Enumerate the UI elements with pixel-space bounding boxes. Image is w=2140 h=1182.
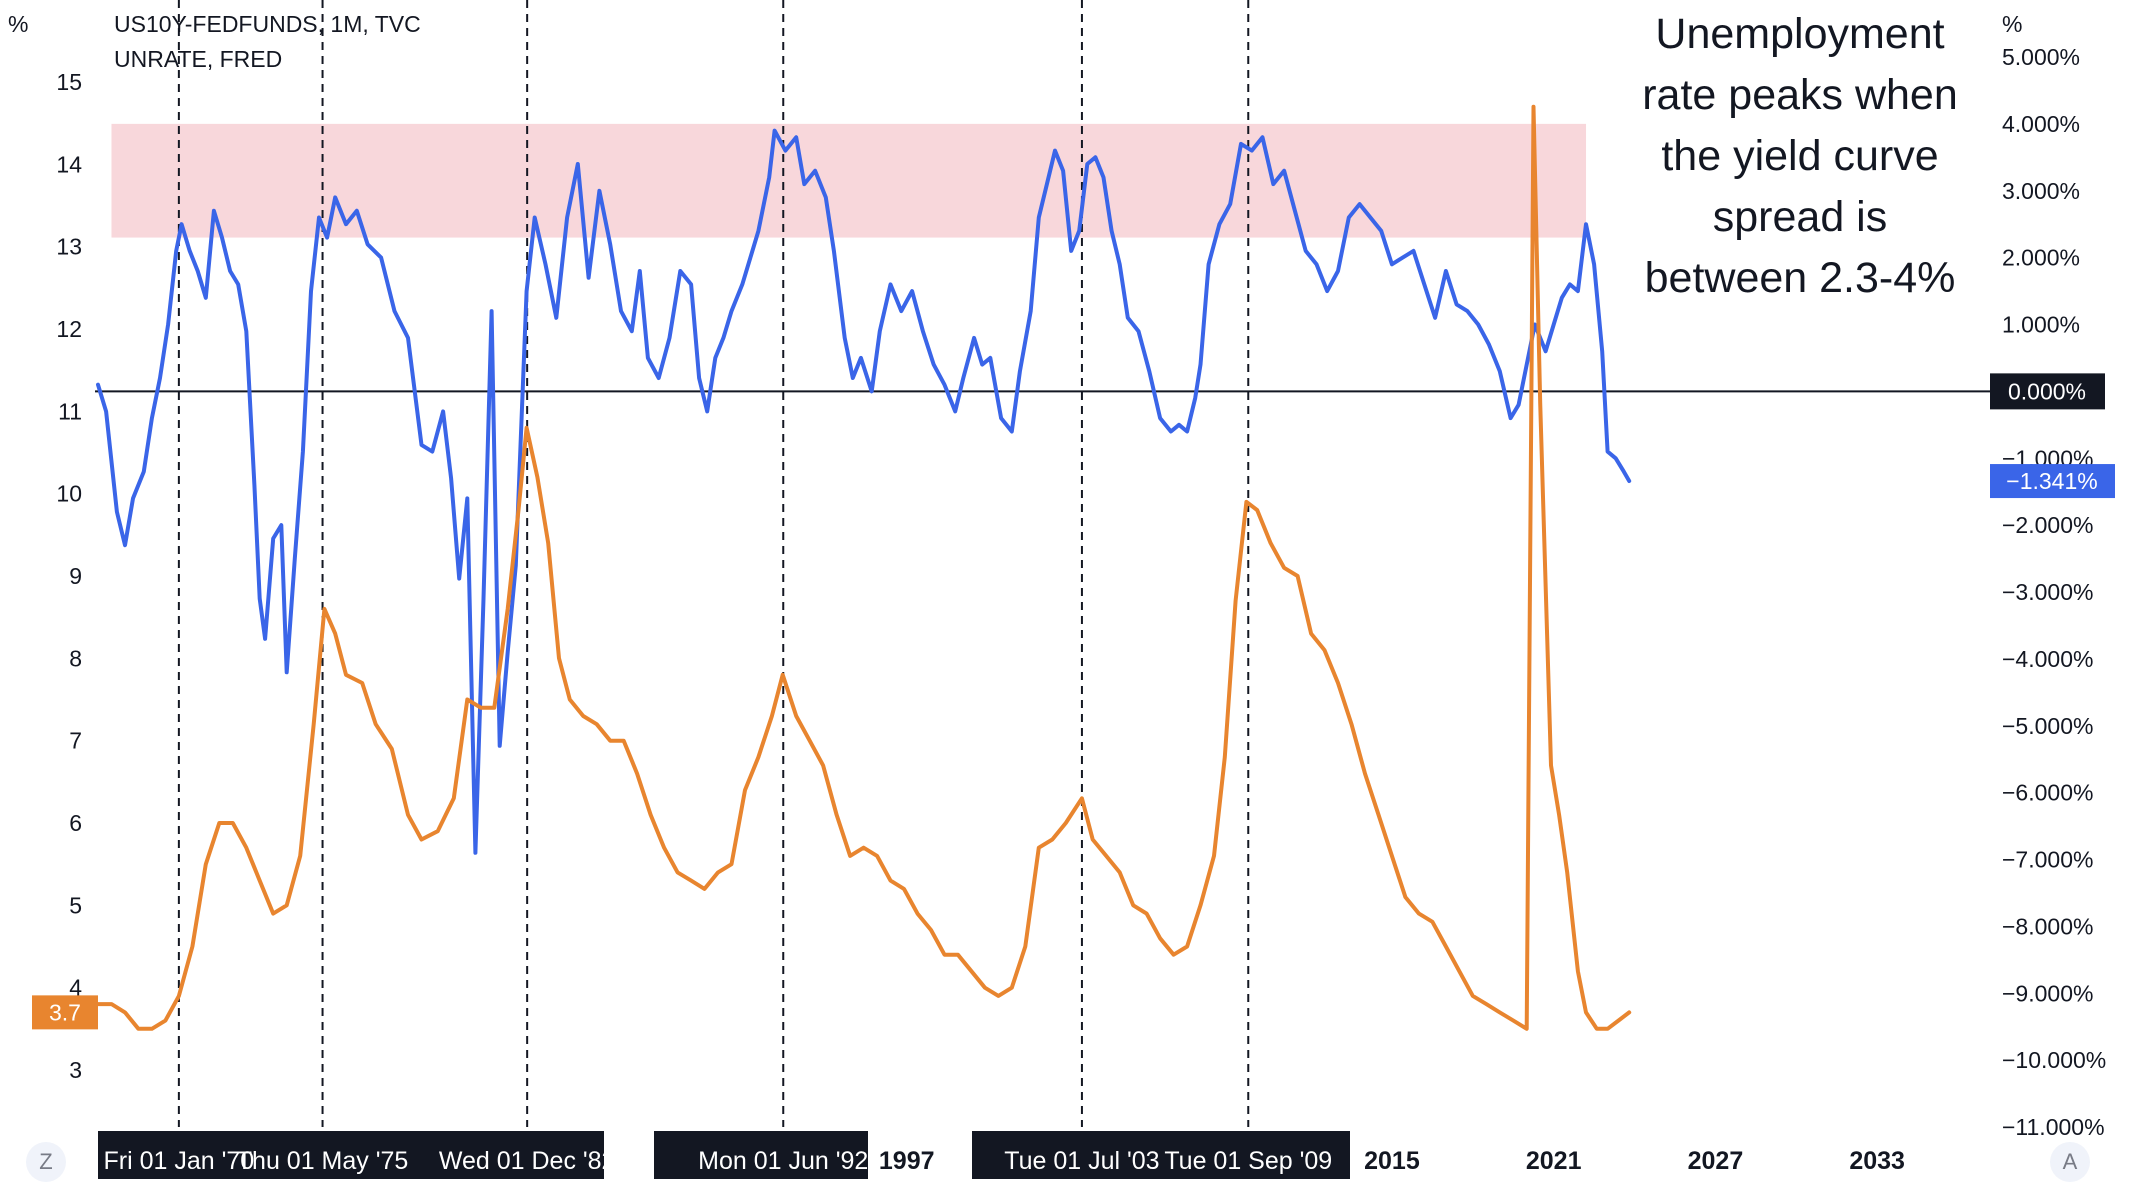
auto-button[interactable]: A	[2050, 1142, 2090, 1182]
right-axis-tick: 4.000%	[2002, 111, 2080, 137]
left-axis-tick: 4	[69, 975, 82, 1001]
right-axis-tick: −11.000%	[2002, 1114, 2105, 1140]
annotation-line: rate peaks when	[1642, 71, 1958, 119]
last-value-badge	[32, 995, 98, 1030]
annotation-line: between 2.3-4%	[1645, 254, 1956, 302]
annotation-line: Unemployment	[1655, 10, 1944, 58]
annotation: Unemployment rate peaks when the yield cur…	[1642, 10, 1958, 302]
x-axis-tick: 2027	[1688, 1147, 1744, 1175]
left-axis-tick: 8	[69, 645, 82, 671]
last-value-badge-label: 3.7	[49, 999, 81, 1025]
series-line-unrate	[96, 104, 1632, 1031]
date-marker-box	[98, 1131, 604, 1179]
legend-entry: UNRATE, FRED	[114, 46, 282, 72]
left-axis-tick: 11	[58, 398, 82, 424]
right-axis-tick: 3.000%	[2002, 178, 2080, 204]
right-axis-tick: −3.000%	[2002, 579, 2093, 605]
x-axis-tick: 1997	[879, 1147, 935, 1175]
series-line-us10y-fedfunds	[96, 128, 1632, 855]
date-marker-box	[654, 1131, 868, 1179]
right-axis-tick: −8.000%	[2002, 913, 2093, 939]
right-axis-tick: 1.000%	[2002, 312, 2080, 338]
left-axis: % 15 14 13 12 11 10 9 8 7 6 5 4 3	[8, 11, 82, 1083]
left-axis-tick: 12	[56, 316, 82, 342]
date-marker-label: Wed 01 Dec '82	[439, 1147, 616, 1175]
left-axis-tick: 10	[56, 481, 82, 507]
left-axis-tick: 13	[56, 234, 82, 260]
left-axis-tick: 3	[69, 1057, 82, 1083]
annotation-line: the yield curve	[1661, 132, 1938, 180]
right-axis-tick: −10.000%	[2002, 1047, 2106, 1073]
left-axis-tick: 15	[56, 69, 82, 95]
right-axis-tick: −2.000%	[2002, 512, 2093, 538]
zero-badge-label: 0.000%	[2008, 378, 2086, 404]
date-marker-label: Tue 01 Jul '03	[1004, 1147, 1159, 1175]
highlight-band	[111, 123, 1587, 238]
last-value-badge-label: −1.341%	[2006, 468, 2097, 494]
date-marker-label: Fri 01 Jan '70	[104, 1147, 255, 1175]
right-axis-tick: 2.000%	[2002, 245, 2080, 271]
right-axis-tick: 5.000%	[2002, 44, 2080, 70]
annotation-line: spread is	[1713, 193, 1887, 241]
left-axis-tick: 6	[69, 810, 82, 836]
date-marker-label: Tue 01 Sep '09	[1164, 1147, 1332, 1175]
right-axis-tick: −9.000%	[2002, 980, 2093, 1006]
right-axis: %5.000%4.000%3.000%2.000%1.000%−1.000%−2…	[2002, 11, 2106, 1140]
legend: US10Y-FEDFUNDS, 1M, TVC UNRATE, FRED	[114, 11, 421, 72]
x-axis-tick: 2021	[1526, 1147, 1582, 1175]
left-axis-tick: 5	[69, 892, 82, 918]
date-marker-label: Mon 01 Jun '92	[698, 1147, 868, 1175]
right-axis-tick: −6.000%	[2002, 780, 2093, 806]
series-layer	[96, 104, 1632, 1031]
date-marker-box	[972, 1131, 1350, 1179]
left-axis-tick: 14	[56, 151, 82, 177]
legend-entry: US10Y-FEDFUNDS, 1M, TVC	[114, 11, 421, 37]
left-axis-tick: 9	[69, 563, 82, 589]
value-badges: 0.000% −1.341% 3.7	[32, 373, 2115, 1030]
highlight-band-layer	[111, 123, 1587, 238]
x-axis-tick: 2033	[1849, 1147, 1905, 1175]
last-value-badge	[1990, 464, 2115, 499]
date-marker-label: Thu 01 May '75	[237, 1147, 409, 1175]
right-axis-tick: −4.000%	[2002, 646, 2093, 672]
right-axis-unit: %	[2002, 11, 2022, 37]
x-axis-tick: 2015	[1364, 1147, 1420, 1175]
left-axis-unit: %	[8, 11, 28, 37]
right-axis-tick: −5.000%	[2002, 713, 2093, 739]
zero-badge	[1990, 373, 2105, 410]
date-marker-lines	[177, 0, 1250, 1127]
right-axis-tick: −7.000%	[2002, 847, 2093, 873]
left-axis-tick: 7	[69, 728, 82, 754]
auto-scale-button[interactable]: Z	[26, 1142, 66, 1182]
